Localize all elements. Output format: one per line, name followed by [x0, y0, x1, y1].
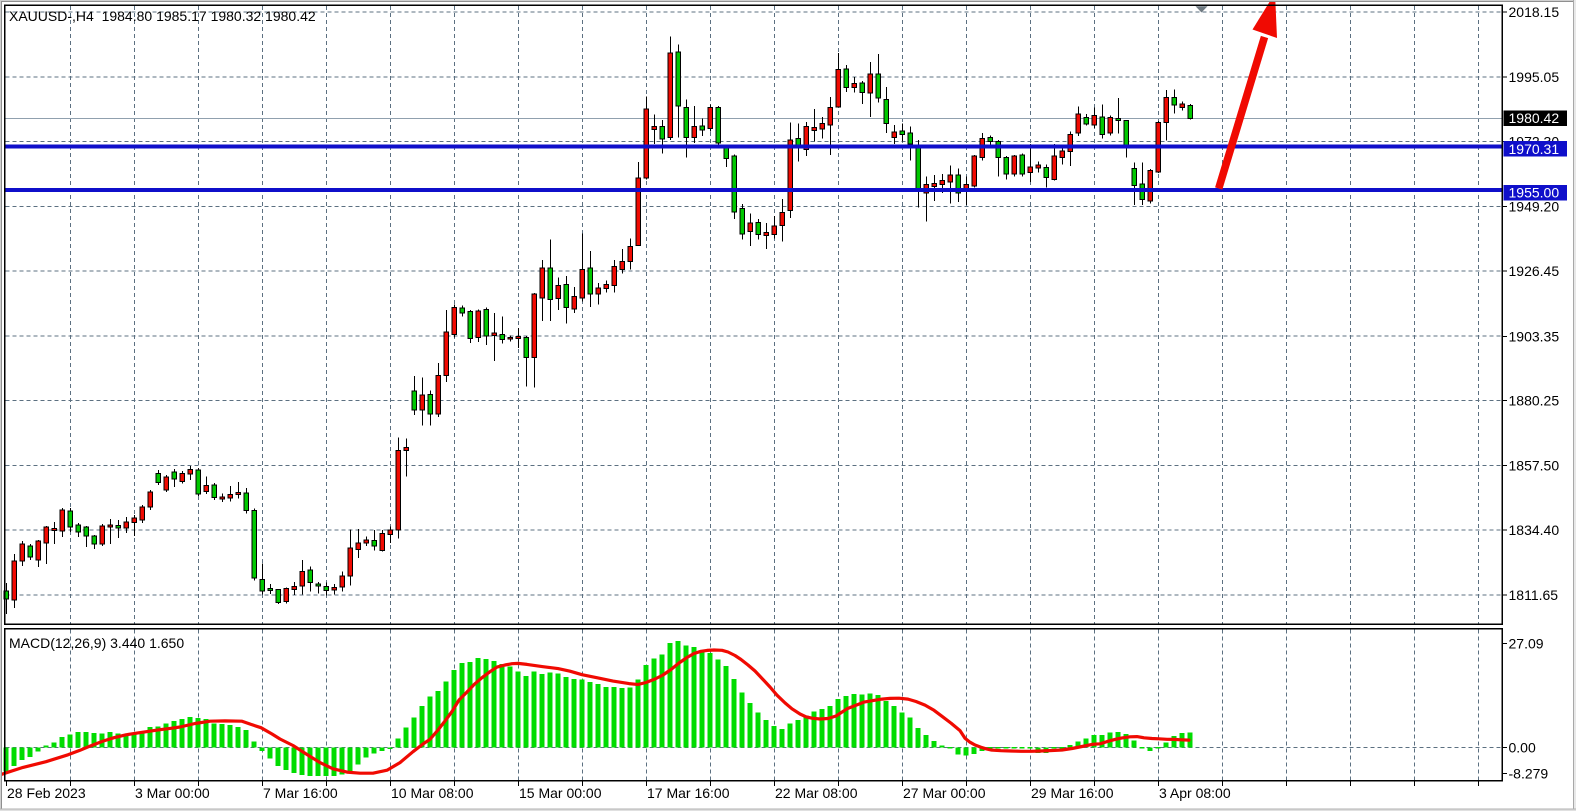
svg-text:-8.279: -8.279 [1509, 766, 1549, 782]
svg-text:7 Mar 16:00: 7 Mar 16:00 [263, 785, 338, 801]
svg-text:1811.65: 1811.65 [1509, 587, 1559, 603]
svg-text:28 Feb 2023: 28 Feb 2023 [7, 785, 86, 801]
svg-text:3 Apr 08:00: 3 Apr 08:00 [1159, 785, 1231, 801]
svg-text:22 Mar 08:00: 22 Mar 08:00 [775, 785, 858, 801]
svg-text:17 Mar 16:00: 17 Mar 16:00 [647, 785, 730, 801]
svg-text:0.00: 0.00 [1509, 739, 1536, 755]
svg-text:1970.31: 1970.31 [1509, 141, 1560, 157]
svg-text:3 Mar 00:00: 3 Mar 00:00 [135, 785, 210, 801]
svg-text:MACD(12,26,9) 3.440 1.650: MACD(12,26,9) 3.440 1.650 [9, 635, 184, 651]
svg-text:1926.45: 1926.45 [1509, 263, 1560, 279]
svg-text:1903.35: 1903.35 [1509, 329, 1560, 345]
svg-text:27 Mar 00:00: 27 Mar 00:00 [903, 785, 986, 801]
svg-text:10 Mar 08:00: 10 Mar 08:00 [391, 785, 474, 801]
svg-text:27.09: 27.09 [1509, 635, 1544, 651]
svg-text:1880.25: 1880.25 [1509, 393, 1560, 409]
svg-text:1995.05: 1995.05 [1509, 69, 1560, 85]
svg-text:1857.50: 1857.50 [1509, 458, 1560, 474]
svg-text:1834.40: 1834.40 [1509, 522, 1560, 538]
svg-text:2018.15: 2018.15 [1509, 4, 1560, 20]
svg-text:1955.00: 1955.00 [1509, 185, 1560, 201]
svg-text:1949.20: 1949.20 [1509, 199, 1560, 215]
svg-text:XAUUSD-,H4 1984.80 1985.17 19: XAUUSD-,H4 1984.80 1985.17 1980.32 1980.… [9, 8, 316, 24]
svg-text:1980.42: 1980.42 [1509, 110, 1560, 126]
svg-text:15 Mar 00:00: 15 Mar 00:00 [519, 785, 602, 801]
svg-text:29 Mar 16:00: 29 Mar 16:00 [1031, 785, 1114, 801]
